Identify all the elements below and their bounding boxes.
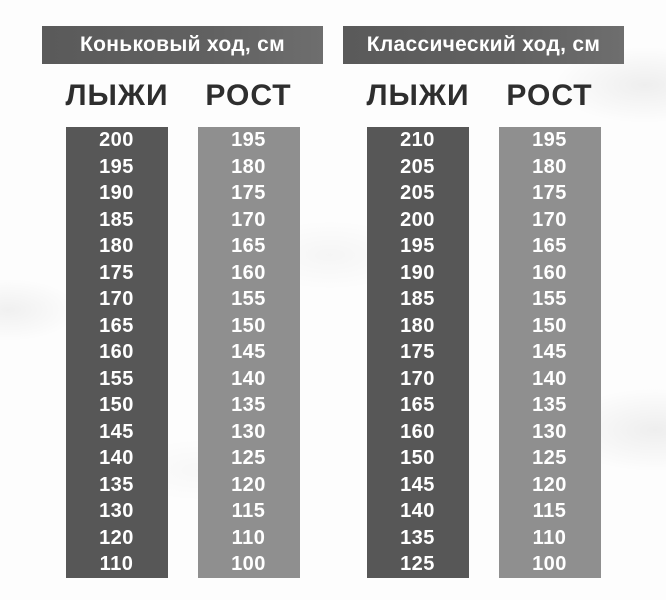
table-cell: 160 (532, 261, 567, 284)
table-cell: 165 (400, 394, 435, 416)
height-values-column: 195 180 175 170 165 160 155 150 145 140 135 130 125 1… (197, 127, 300, 578)
table-cell: 145 (99, 420, 134, 443)
table-cell: 110 (99, 553, 134, 575)
section-skate: Коньковый ход, см ЛЫЖИ РОСТ 200 195 190 185… (42, 26, 323, 600)
table-cell: 140 (532, 367, 567, 390)
section-classic: Классический ход, см ЛЫЖИ РОСТ 210 205 205… (343, 26, 624, 600)
table-cell: 150 (99, 394, 134, 416)
table-cell: 100 (231, 553, 266, 575)
table-cell: 120 (99, 526, 134, 549)
ski-values-column: 210 205 205 200 195 190 185 180 175 170 165 160 150 1… (366, 127, 469, 578)
table-cell: 190 (99, 182, 134, 204)
table-cell: 170 (99, 288, 134, 310)
table-cell: 115 (532, 500, 567, 522)
height-values-column: 195 180 175 170 165 160 155 150 145 140 135 130 125 1… (498, 127, 601, 578)
table-cell: 135 (400, 526, 435, 549)
table-cell: 165 (99, 314, 134, 337)
table-cell: 145 (231, 341, 266, 363)
table-cell: 110 (231, 526, 266, 549)
table-cell: 125 (400, 553, 435, 575)
table-cell: 180 (532, 155, 567, 178)
table-cell: 185 (400, 288, 435, 310)
table-cell: 165 (231, 235, 266, 257)
table-cell: 130 (231, 420, 266, 443)
table-cell: 150 (400, 447, 435, 469)
table-cell: 110 (532, 526, 567, 549)
table-cell: 200 (99, 129, 134, 151)
column-label-height: РОСТ (205, 78, 292, 112)
table-cell: 160 (231, 261, 266, 284)
table-cell: 175 (532, 182, 567, 204)
table-cell: 170 (532, 208, 567, 231)
table-cell: 150 (231, 314, 266, 337)
table-cell: 175 (231, 182, 266, 204)
table-cell: 200 (400, 208, 435, 231)
table-cell: 135 (231, 394, 266, 416)
table-cell: 140 (99, 447, 134, 469)
table-cell: 205 (400, 182, 435, 204)
table-cell: 195 (400, 235, 435, 257)
table-cell: 100 (532, 553, 567, 575)
section-skate-columns: 200 195 190 185 180 175 170 165 160 155 150 145 140 1… (42, 127, 323, 578)
table-cell: 125 (532, 447, 567, 469)
section-classic-title: Классический ход, см (366, 33, 601, 56)
table-cell: 140 (231, 367, 266, 390)
table-cell: 155 (231, 288, 266, 310)
table-cell: 135 (99, 473, 134, 496)
table-cell: 180 (99, 235, 134, 257)
table-cell: 160 (400, 420, 435, 443)
table-cell: 155 (99, 367, 134, 390)
section-classic-column-labels: ЛЫЖИ РОСТ (343, 64, 624, 127)
table-cell: 120 (532, 473, 567, 496)
table-cell: 130 (532, 420, 567, 443)
table-cell: 120 (231, 473, 266, 496)
column-label-ski: ЛЫЖИ (366, 78, 470, 112)
table-cell: 190 (400, 261, 435, 284)
section-skate-column-labels: ЛЫЖИ РОСТ (42, 64, 323, 127)
table-cell: 130 (99, 500, 134, 522)
section-skate-title: Коньковый ход, см (80, 33, 285, 56)
table-cell: 150 (532, 314, 567, 337)
table-cell: 175 (400, 341, 435, 363)
column-label-ski: ЛЫЖИ (65, 78, 169, 112)
table-cell: 170 (231, 208, 266, 231)
section-classic-header-bar: Классический ход, см (343, 26, 624, 64)
table-cell: 205 (400, 155, 435, 178)
table-cell: 155 (532, 288, 567, 310)
table-cell: 160 (99, 341, 134, 363)
table-cell: 185 (99, 208, 134, 231)
table-cell: 195 (231, 129, 266, 151)
table-cell: 125 (231, 447, 266, 469)
table-cell: 145 (532, 341, 567, 363)
column-label-height: РОСТ (506, 78, 593, 112)
section-skate-header-bar: Коньковый ход, см (42, 26, 323, 64)
table-cell: 170 (400, 367, 435, 390)
table-cell: 140 (400, 500, 435, 522)
table-cell: 175 (99, 261, 134, 284)
table-cell: 180 (231, 155, 266, 178)
table-cell: 180 (400, 314, 435, 337)
ski-values-column: 200 195 190 185 180 175 170 165 160 155 150 145 140 1… (65, 127, 168, 578)
table-cell: 165 (532, 235, 567, 257)
table-cell: 195 (532, 129, 567, 151)
table-cell: 135 (532, 394, 567, 416)
table-cell: 210 (400, 129, 435, 151)
section-classic-columns: 210 205 205 200 195 190 185 180 175 170 165 160 150 1… (343, 127, 624, 578)
table-cell: 145 (400, 473, 435, 496)
table-cell: 195 (99, 155, 134, 178)
table-cell: 115 (231, 500, 266, 522)
